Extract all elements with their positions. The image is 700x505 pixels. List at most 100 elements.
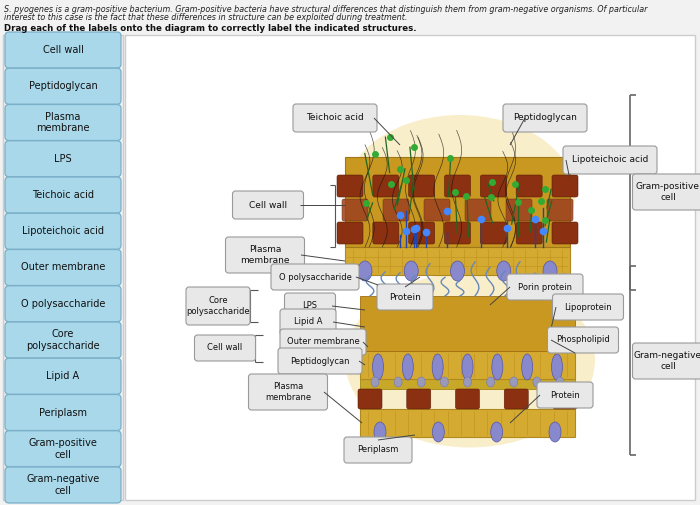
FancyBboxPatch shape xyxy=(337,222,363,244)
FancyBboxPatch shape xyxy=(552,222,578,244)
FancyBboxPatch shape xyxy=(552,294,624,320)
Text: Peptidoglycan: Peptidoglycan xyxy=(290,357,350,366)
FancyBboxPatch shape xyxy=(5,358,121,394)
Ellipse shape xyxy=(491,422,503,442)
Text: LPS: LPS xyxy=(54,154,72,164)
FancyBboxPatch shape xyxy=(271,264,359,290)
Text: Gram-negative
cell: Gram-negative cell xyxy=(27,474,99,496)
FancyBboxPatch shape xyxy=(5,32,121,68)
Text: Outer membrane: Outer membrane xyxy=(21,263,105,273)
FancyBboxPatch shape xyxy=(280,309,336,335)
FancyBboxPatch shape xyxy=(345,247,570,275)
Text: Gram-negative
cell: Gram-negative cell xyxy=(634,351,700,371)
FancyBboxPatch shape xyxy=(195,335,256,361)
Ellipse shape xyxy=(358,261,372,281)
Ellipse shape xyxy=(345,115,575,275)
Text: interest to this case is the fact that these differences in structure can be exp: interest to this case is the fact that t… xyxy=(4,13,407,22)
FancyBboxPatch shape xyxy=(537,382,593,408)
Ellipse shape xyxy=(463,377,472,387)
Text: Lipid A: Lipid A xyxy=(46,371,80,381)
Text: Teichoic acid: Teichoic acid xyxy=(32,190,94,200)
Text: Cell wall: Cell wall xyxy=(249,200,287,210)
Text: Cell wall: Cell wall xyxy=(43,45,83,55)
Text: Lipoteichoic acid: Lipoteichoic acid xyxy=(572,156,648,165)
Ellipse shape xyxy=(394,377,402,387)
FancyBboxPatch shape xyxy=(337,175,363,197)
FancyBboxPatch shape xyxy=(125,35,695,500)
FancyBboxPatch shape xyxy=(456,389,480,409)
FancyBboxPatch shape xyxy=(358,389,382,409)
Text: Lipoprotein: Lipoprotein xyxy=(564,302,612,312)
FancyBboxPatch shape xyxy=(507,274,583,300)
Ellipse shape xyxy=(543,261,557,281)
FancyBboxPatch shape xyxy=(424,199,450,221)
FancyBboxPatch shape xyxy=(504,389,528,409)
Ellipse shape xyxy=(371,377,379,387)
Text: Porin protein: Porin protein xyxy=(518,282,572,291)
Text: Plasma
membrane: Plasma membrane xyxy=(36,112,90,133)
FancyBboxPatch shape xyxy=(225,237,304,273)
FancyBboxPatch shape xyxy=(342,199,368,221)
Text: Lipoteichoic acid: Lipoteichoic acid xyxy=(22,226,104,236)
Ellipse shape xyxy=(440,377,449,387)
FancyBboxPatch shape xyxy=(383,199,409,221)
FancyBboxPatch shape xyxy=(5,467,121,503)
Ellipse shape xyxy=(432,354,443,380)
Text: Peptidoglycan: Peptidoglycan xyxy=(29,81,97,91)
Ellipse shape xyxy=(556,377,564,387)
Ellipse shape xyxy=(497,261,511,281)
Text: Phospholipid: Phospholipid xyxy=(556,335,610,344)
FancyBboxPatch shape xyxy=(284,293,335,319)
Text: Core
polysaccharide: Core polysaccharide xyxy=(186,296,250,316)
Text: O polysaccharide: O polysaccharide xyxy=(279,273,351,281)
FancyBboxPatch shape xyxy=(377,284,433,310)
Text: Protein: Protein xyxy=(550,390,580,399)
Text: Plasma
membrane: Plasma membrane xyxy=(265,382,311,401)
FancyBboxPatch shape xyxy=(186,287,250,325)
FancyBboxPatch shape xyxy=(360,409,575,437)
Text: Cell wall: Cell wall xyxy=(207,343,243,352)
FancyBboxPatch shape xyxy=(503,104,587,132)
FancyBboxPatch shape xyxy=(345,157,570,247)
FancyBboxPatch shape xyxy=(360,296,575,351)
FancyBboxPatch shape xyxy=(5,286,121,322)
FancyBboxPatch shape xyxy=(293,104,377,132)
Ellipse shape xyxy=(433,422,445,442)
Ellipse shape xyxy=(402,354,413,380)
FancyBboxPatch shape xyxy=(552,175,578,197)
Ellipse shape xyxy=(405,261,419,281)
Text: Drag each of the labels onto the diagram to correctly label the indicated struct: Drag each of the labels onto the diagram… xyxy=(4,24,416,33)
FancyBboxPatch shape xyxy=(5,394,121,430)
Ellipse shape xyxy=(451,261,465,281)
FancyBboxPatch shape xyxy=(5,431,121,467)
FancyBboxPatch shape xyxy=(5,105,121,140)
FancyBboxPatch shape xyxy=(5,177,121,213)
Ellipse shape xyxy=(345,273,595,447)
FancyBboxPatch shape xyxy=(547,327,619,353)
FancyBboxPatch shape xyxy=(480,175,506,197)
FancyBboxPatch shape xyxy=(444,175,470,197)
Ellipse shape xyxy=(374,422,386,442)
FancyBboxPatch shape xyxy=(248,374,328,410)
FancyBboxPatch shape xyxy=(563,146,657,174)
FancyBboxPatch shape xyxy=(3,35,123,500)
Ellipse shape xyxy=(533,377,541,387)
FancyBboxPatch shape xyxy=(344,437,412,463)
Ellipse shape xyxy=(417,377,426,387)
FancyBboxPatch shape xyxy=(409,175,435,197)
FancyBboxPatch shape xyxy=(516,222,542,244)
Ellipse shape xyxy=(552,354,563,380)
FancyBboxPatch shape xyxy=(633,343,700,379)
Text: Protein: Protein xyxy=(389,292,421,301)
FancyBboxPatch shape xyxy=(409,222,435,244)
FancyBboxPatch shape xyxy=(407,389,430,409)
Text: S. pyogenes is a gram-positive bacterium. Gram-positive bacteria have structural: S. pyogenes is a gram-positive bacterium… xyxy=(4,5,648,14)
FancyBboxPatch shape xyxy=(373,175,399,197)
Text: Core
polysaccharide: Core polysaccharide xyxy=(26,329,100,351)
Text: Peptidoglycan: Peptidoglycan xyxy=(513,114,577,123)
Ellipse shape xyxy=(462,354,473,380)
Text: Gram-positive
cell: Gram-positive cell xyxy=(636,182,700,201)
FancyBboxPatch shape xyxy=(5,322,121,358)
Text: Gram-positive
cell: Gram-positive cell xyxy=(29,438,97,460)
FancyBboxPatch shape xyxy=(5,249,121,285)
